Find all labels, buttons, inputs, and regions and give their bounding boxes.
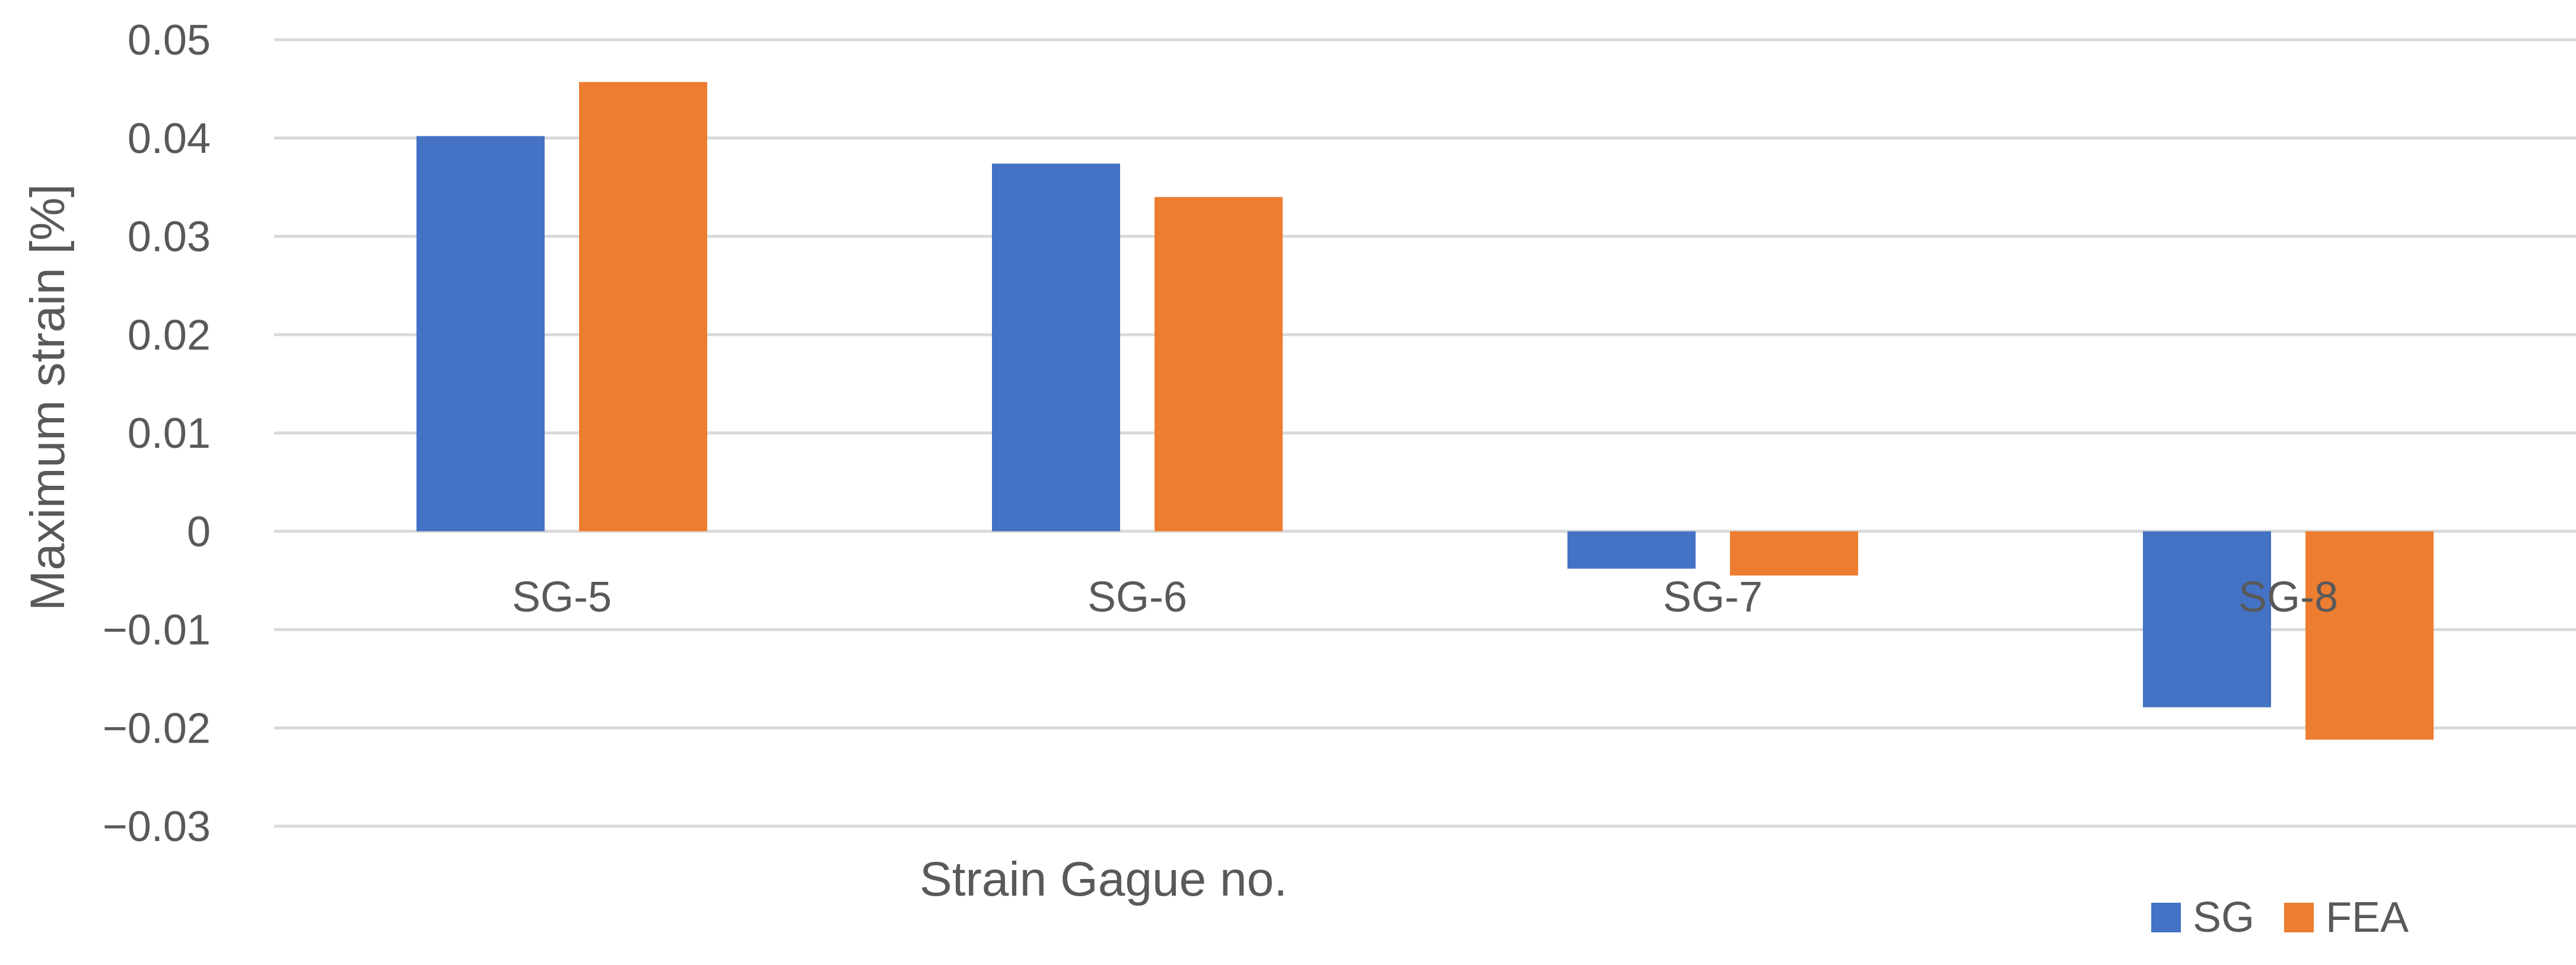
y-tick-label: −0.03 [103,803,211,851]
bar-sg-sg-6 [992,163,1120,531]
bar-sg-sg-7 [1567,531,1696,569]
legend-label-sg: SG [2193,894,2254,941]
legend-swatch-fea [2284,903,2314,932]
y-tick-label: 0 [187,508,211,556]
x-tick-label: SG-8 [2238,574,2338,621]
y-tick-label: 0.03 [128,214,211,261]
legend-label-fea: FEA [2326,894,2409,941]
bar-fea-sg-6 [1155,197,1283,531]
y-axis-title: Maximum strain [%] [21,184,75,611]
x-tick-label: SG-6 [1087,574,1187,621]
legend: SG FEA [2151,894,2409,941]
y-tick-label: 0.05 [128,17,211,64]
bar-fea-sg-7 [1730,531,1858,576]
x-axis-title: Strain Gague no. [920,852,1287,906]
bar-sg-sg-5 [416,136,545,531]
bar-fea-sg-5 [579,82,707,531]
x-axis-ticks: SG-5 SG-6 SG-7 SG-8 [512,574,2338,621]
y-tick-label: 0.04 [128,115,211,163]
bars [416,82,2434,740]
bar-sg-sg-8 [2143,531,2271,708]
bar-fea-sg-8 [2305,531,2434,740]
y-axis-ticks: 0.05 0.04 0.03 0.02 0.01 0 −0.01 −0.02 −0.03 [103,17,211,851]
y-tick-label: 0.02 [128,311,211,359]
x-tick-label: SG-7 [1663,574,1763,621]
legend-swatch-sg [2151,903,2181,932]
y-tick-label: −0.02 [103,705,211,752]
y-tick-label: −0.01 [103,607,211,654]
x-tick-label: SG-5 [512,574,612,621]
y-tick-label: 0.01 [128,410,211,457]
